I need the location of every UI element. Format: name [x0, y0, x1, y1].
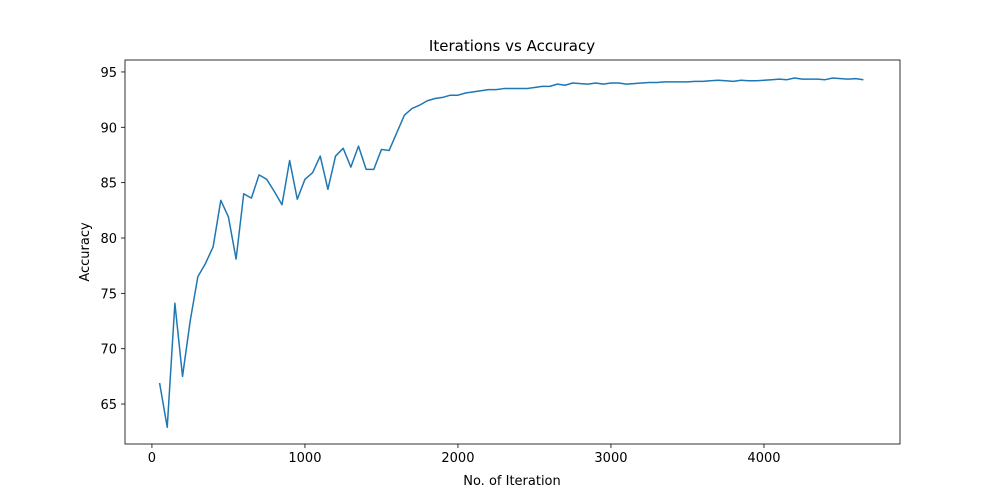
x-tick-label: 2000: [441, 451, 474, 466]
x-axis-label: No. of Iteration: [463, 474, 561, 489]
y-tick-label: 85: [100, 177, 117, 192]
y-tick-label: 90: [100, 121, 117, 136]
y-tick-label: 75: [100, 287, 117, 302]
y-tick-label: 95: [100, 66, 117, 81]
x-tick-label: 3000: [594, 451, 627, 466]
y-tick-label: 65: [100, 398, 117, 413]
x-tick-label: 0: [148, 451, 156, 466]
plot-frame: [124, 59, 901, 445]
y-tick-label: 80: [100, 232, 117, 247]
chart-title: Iterations vs Accuracy: [429, 37, 595, 55]
data-line: [158, 77, 864, 429]
y-axis-label: Accuracy: [78, 222, 93, 282]
x-tick-label: 4000: [747, 451, 780, 466]
y-tick-label: 70: [100, 343, 117, 358]
x-tick-label: 1000: [288, 451, 321, 466]
